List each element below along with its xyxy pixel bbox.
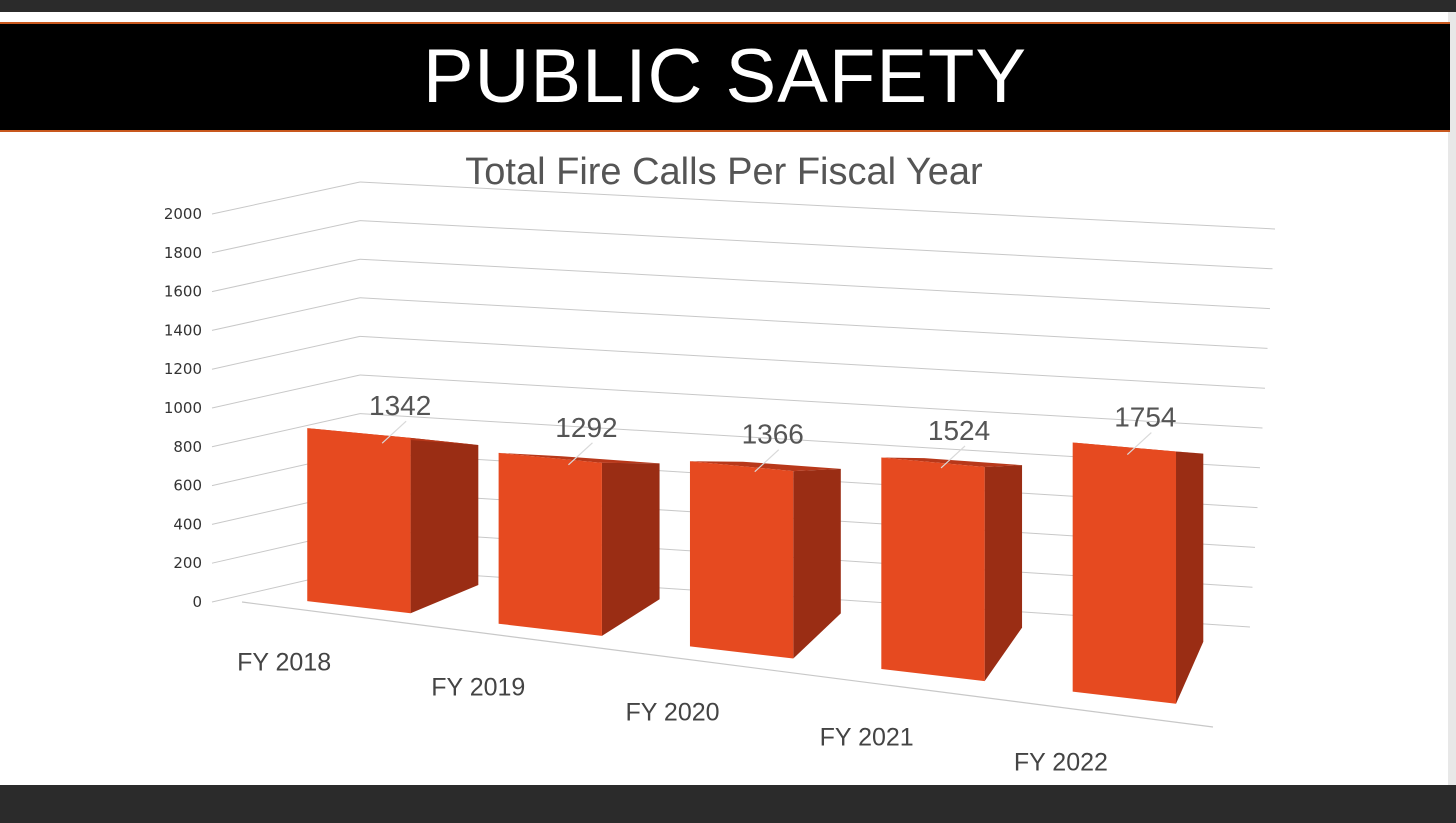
bar-front xyxy=(689,461,794,659)
gridline-back xyxy=(359,335,1266,389)
data-label-leader xyxy=(940,445,966,469)
bar-side xyxy=(984,465,1023,682)
gridline-left xyxy=(211,220,361,254)
y-tick-label: 1000 xyxy=(164,399,202,417)
y-tick-label: 1600 xyxy=(164,283,202,301)
bar xyxy=(1072,442,1204,704)
gridline-left xyxy=(211,374,361,409)
data-label: 1342 xyxy=(369,390,431,421)
bar-front xyxy=(1072,442,1177,704)
x-tick-label: FY 2022 xyxy=(1014,749,1108,777)
data-label: 1754 xyxy=(1114,402,1176,433)
gridline-back xyxy=(359,374,1263,429)
bar-front xyxy=(498,452,602,636)
gridline-left xyxy=(211,413,361,448)
data-label-leader xyxy=(568,442,593,466)
gridline-back xyxy=(359,220,1273,270)
bar-top xyxy=(498,452,660,464)
x-tick-label: FY 2018 xyxy=(237,649,331,677)
x-tick-label: FY 2019 xyxy=(431,674,525,702)
gridline-left xyxy=(211,181,361,215)
bottom-bar xyxy=(0,785,1456,823)
y-tick-label: 600 xyxy=(173,477,202,495)
floor-edge xyxy=(241,601,1214,728)
bar-side xyxy=(1176,451,1204,704)
gridline-left xyxy=(211,258,361,293)
gridline-back xyxy=(359,181,1276,230)
title-bar: PUBLIC SAFETY xyxy=(0,22,1450,132)
slide-edge xyxy=(1448,12,1456,785)
bar xyxy=(498,452,660,636)
data-label: 1292 xyxy=(555,412,617,443)
bar-side xyxy=(793,468,841,659)
y-tick-label: 400 xyxy=(173,515,202,533)
bar xyxy=(881,457,1023,682)
gridline-back xyxy=(359,297,1268,349)
data-label: 1366 xyxy=(742,419,804,450)
bar-side xyxy=(601,462,660,636)
y-tick-label: 1800 xyxy=(164,244,202,262)
data-labels: 1342 1292 1366 1524 1754 xyxy=(369,390,1176,473)
y-tick-label: 1200 xyxy=(164,360,202,378)
x-tick-label: FY 2020 xyxy=(625,699,719,727)
y-axis-ticks: 0 200 400 600 800 1000 1200 1400 1600 1800 2000 xyxy=(164,205,202,611)
bar-top xyxy=(881,457,1023,468)
slide xyxy=(0,12,1450,785)
y-tick-label: 2000 xyxy=(164,205,202,223)
bar-side xyxy=(410,437,479,614)
bar xyxy=(689,461,841,659)
bar-front xyxy=(881,457,985,682)
x-tick-label: FY 2021 xyxy=(820,724,914,752)
data-label: 1524 xyxy=(928,415,990,446)
y-tick-label: 1400 xyxy=(164,321,202,339)
y-tick-label: 200 xyxy=(173,554,202,572)
gridline-left xyxy=(211,297,361,331)
gridline-back xyxy=(359,258,1271,310)
y-tick-label: 0 xyxy=(192,593,202,611)
data-label-leader xyxy=(1126,432,1152,455)
data-label-leader xyxy=(754,449,780,473)
gridline-left xyxy=(211,335,361,370)
bar-top xyxy=(689,461,841,472)
chart-title: Total Fire Calls Per Fiscal Year xyxy=(465,151,983,193)
y-tick-label: 800 xyxy=(173,438,202,456)
data-label-leader xyxy=(381,420,407,444)
x-axis-ticks: FY 2018 FY 2019 FY 2020 FY 2021 FY 2022 xyxy=(237,649,1108,777)
slide-title: PUBLIC SAFETY xyxy=(422,34,1028,119)
bar-front xyxy=(307,428,411,614)
bar xyxy=(307,428,479,614)
bars xyxy=(307,428,1204,704)
